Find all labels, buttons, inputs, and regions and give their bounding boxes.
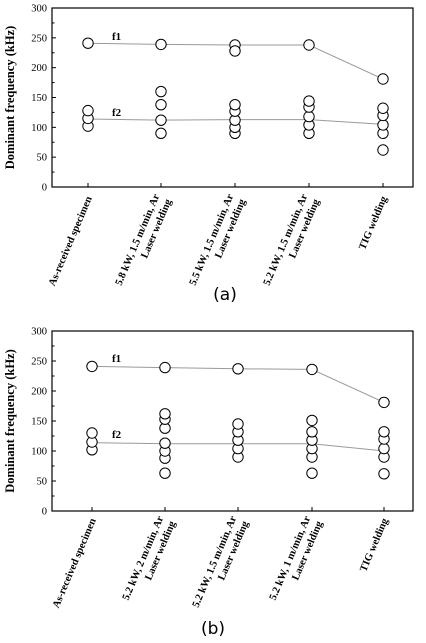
data-point-f2 — [377, 102, 389, 114]
chart-panel-1: 0 50 100 150 200 250 300 Dominant frequency (kH… — [3, 4, 414, 305]
data-point-f2 — [159, 467, 171, 479]
data-point-f2 — [159, 437, 171, 449]
series-label-f2: f2 — [112, 107, 122, 119]
x-category-label-line: TIG welding — [358, 516, 391, 573]
data-point-f2 — [378, 426, 390, 438]
data-point-f1 — [232, 363, 244, 375]
chart-panel-2: 0 50 100 150 200 250 300 Dominant frequency (kH… — [3, 327, 414, 639]
data-point-f1 — [306, 363, 318, 376]
y-tick-label: 200 — [31, 63, 47, 74]
data-point-f1 — [159, 361, 171, 374]
x-category-label: As-received specimen — [47, 195, 95, 288]
data-point-f2 — [232, 418, 244, 430]
x-category-label-line: TIG welding — [357, 194, 390, 251]
data-point-f2 — [159, 408, 171, 420]
y-tick-label: 300 — [31, 327, 47, 338]
data-point-f1 — [378, 396, 390, 409]
x-category-label: TIG welding — [357, 194, 390, 251]
y-tick-label: 100 — [31, 123, 47, 134]
data-point-f1 — [303, 39, 315, 51]
y-tick-label: 0 — [42, 183, 47, 194]
y-tick-label: 200 — [31, 387, 47, 398]
x-category-label: 5.5 kW, 1.5 m/min, ArLaser welding — [188, 192, 249, 292]
x-category-label: TIG welding — [358, 516, 391, 573]
x-category-label: 5.2 kW, 1.5 m/min, ArLaser welding — [191, 514, 252, 614]
plot-frame — [51, 330, 414, 512]
data-point-f2 — [155, 127, 167, 140]
y-tick-label: 100 — [31, 447, 47, 458]
series-label-f1: f1 — [112, 353, 121, 365]
data-point-f1 — [86, 360, 98, 373]
y-tick-label: 150 — [31, 93, 47, 104]
data-point-f2 — [155, 98, 167, 111]
data-point-f1 — [155, 38, 167, 51]
y-tick-label: 150 — [31, 417, 47, 428]
panel-label: (b) — [201, 619, 225, 639]
x-category-label: As-received specimen — [51, 517, 99, 610]
y-tick-label: 50 — [37, 153, 48, 164]
series-label-f2: f2 — [112, 429, 122, 441]
data-point-f2 — [306, 467, 318, 479]
y-tick-label: 0 — [42, 507, 47, 518]
data-point-f2 — [377, 119, 389, 131]
panel-label: (a) — [213, 285, 237, 305]
x-category-label: 5.2 kW, 1.5 m/min, ArLaser welding — [262, 192, 323, 292]
x-category-label: 5.2 kW, 2 m/min, ArLaser welding — [121, 514, 179, 607]
y-tick-label: 50 — [37, 477, 48, 488]
data-point-f2 — [306, 426, 318, 438]
data-point-f2 — [378, 442, 390, 455]
x-category-label-line: As-received specimen — [51, 517, 99, 610]
x-category-label-line: As-received specimen — [47, 195, 95, 288]
x-category-label: 5.2 kW, 1 m/min, ArLaser welding — [268, 514, 326, 607]
data-point-f2 — [86, 427, 98, 439]
y-axis-label: Dominant frequency (kHz) — [3, 26, 17, 170]
data-point-f1 — [82, 37, 94, 49]
data-point-f2 — [303, 95, 315, 107]
data-point-f1 — [377, 73, 389, 85]
y-axis-label: Dominant frequency (kHz) — [3, 349, 17, 493]
data-point-f2 — [377, 144, 389, 156]
data-point-f2 — [229, 98, 241, 111]
y-tick-label: 300 — [31, 4, 47, 15]
data-point-f2 — [306, 414, 318, 427]
y-tick-label: 250 — [31, 357, 47, 368]
data-point-f1 — [229, 45, 241, 57]
data-point-f2 — [303, 110, 315, 123]
data-point-f2 — [378, 468, 390, 480]
data-point-f2 — [82, 104, 94, 117]
plot-frame — [51, 7, 414, 188]
data-point-f2 — [155, 85, 167, 98]
data-point-f2 — [155, 114, 167, 126]
x-category-label: 5.8 kW, 1.5 m/min, ArLaser welding — [114, 192, 175, 292]
y-tick-label: 250 — [31, 33, 47, 44]
series-label-f1: f1 — [112, 31, 121, 43]
